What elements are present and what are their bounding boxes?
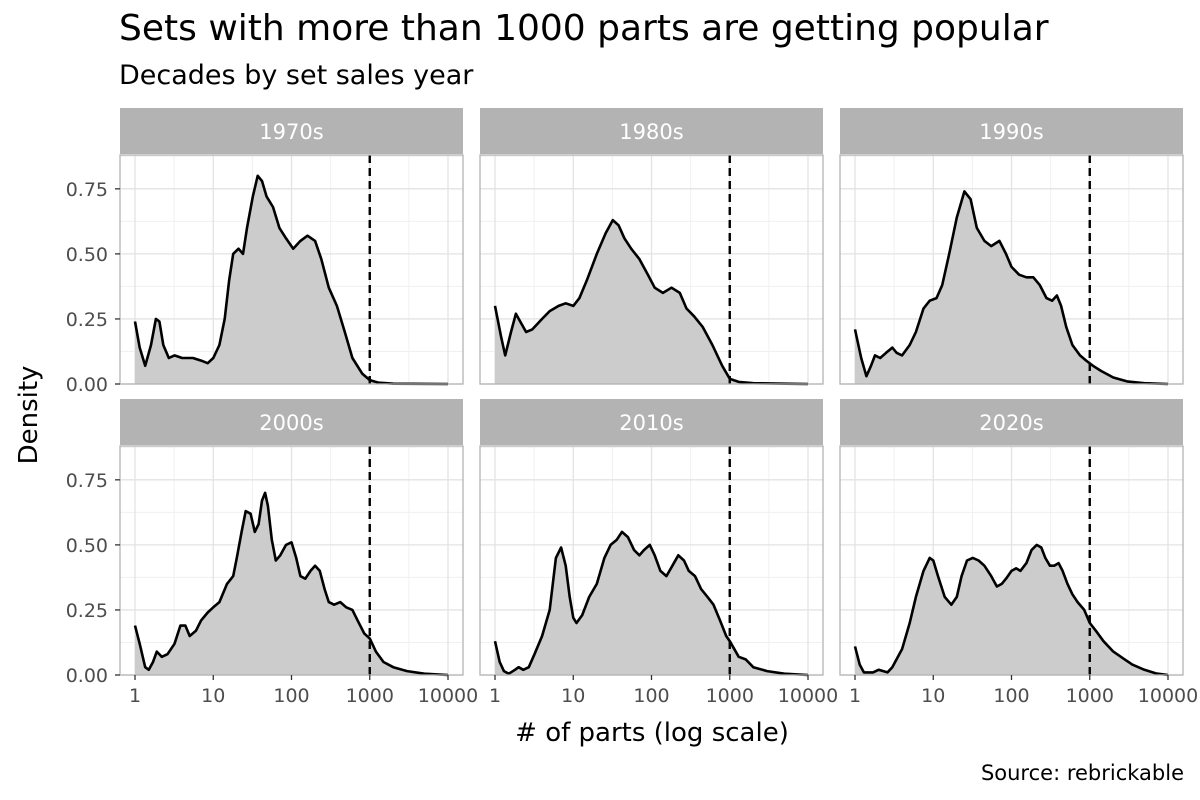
y-tick-label: 0.75	[66, 179, 108, 201]
x-tick-label: 100	[273, 685, 309, 707]
y-tick-label: 0.75	[66, 470, 108, 492]
density-area	[495, 531, 808, 675]
x-tick-label: 1000	[706, 685, 754, 707]
x-tick-label: 10000	[778, 685, 838, 707]
x-tick-label: 100	[633, 685, 669, 707]
facet-strip-label: 1990s	[979, 120, 1043, 144]
x-tick-label: 10	[921, 685, 945, 707]
x-tick-label: 100	[993, 685, 1029, 707]
x-tick-label: 1	[129, 685, 141, 707]
facet-strip-label: 2000s	[259, 411, 323, 435]
facet-strip	[120, 108, 463, 154]
panel-border	[119, 154, 464, 385]
facet-panel-1970s: 1970s	[119, 108, 464, 386]
density-area	[495, 220, 808, 384]
x-axis-title: # of parts (log scale)	[515, 718, 789, 748]
density-area	[855, 191, 1168, 384]
x-tick-label: 1	[849, 685, 861, 707]
chart-subtitle: Decades by set sales year	[119, 60, 474, 91]
facet-strip	[120, 399, 463, 445]
facet-strip	[840, 108, 1183, 154]
density-line	[493, 530, 809, 677]
y-tick-label: 0.50	[66, 244, 108, 266]
panels-layer: 1970s 1980s 1990s 2000s 2010s 2020s	[119, 108, 1184, 677]
panel-border	[479, 154, 824, 385]
facet-panel-1980s: 1980s	[479, 108, 824, 386]
density-line	[853, 190, 1169, 386]
y-tick-label: 0.50	[66, 535, 108, 557]
x-tick-label: 1	[489, 685, 501, 707]
x-tick-label: 10	[201, 685, 225, 707]
facet-strip	[480, 108, 823, 154]
x-tick-label: 10000	[1138, 685, 1198, 707]
y-tick-label: 0.00	[66, 374, 108, 396]
facet-strip	[480, 399, 823, 445]
density-area	[135, 492, 448, 675]
x-tick-label: 1000	[1066, 685, 1114, 707]
facet-panel-2020s: 2020s	[839, 399, 1184, 677]
facet-strip-label: 1970s	[259, 120, 323, 144]
density-line	[493, 218, 809, 386]
y-axis-title: Density	[14, 366, 44, 465]
density-line	[853, 543, 1169, 677]
chart-title: Sets with more than 1000 parts are getti…	[119, 8, 1049, 49]
facet-strip	[840, 399, 1183, 445]
density-line	[133, 174, 449, 386]
x-tick-label: 10000	[418, 685, 478, 707]
y-tick-label: 0.00	[66, 665, 108, 687]
facet-panel-2010s: 2010s	[479, 399, 824, 677]
density-line	[133, 491, 449, 677]
facet-panel-2000s: 2000s	[119, 399, 464, 677]
facet-panel-1990s: 1990s	[839, 108, 1184, 386]
density-area	[135, 175, 448, 384]
x-tick-label: 1000	[346, 685, 394, 707]
x-tick-label: 10	[561, 685, 585, 707]
facet-strip-label: 1980s	[619, 120, 683, 144]
axes-layer: 0.00 0.25 0.50 0.75 1 10 100 1000 10000 0.00 0.25 0…	[66, 179, 1199, 707]
facet-strip-label: 2010s	[619, 411, 683, 435]
caption: Source: rebrickable	[981, 761, 1184, 785]
panel-border	[839, 154, 1184, 385]
y-tick-label: 0.25	[66, 600, 108, 622]
y-tick-label: 0.25	[66, 309, 108, 331]
facet-strip-label: 2020s	[979, 411, 1043, 435]
